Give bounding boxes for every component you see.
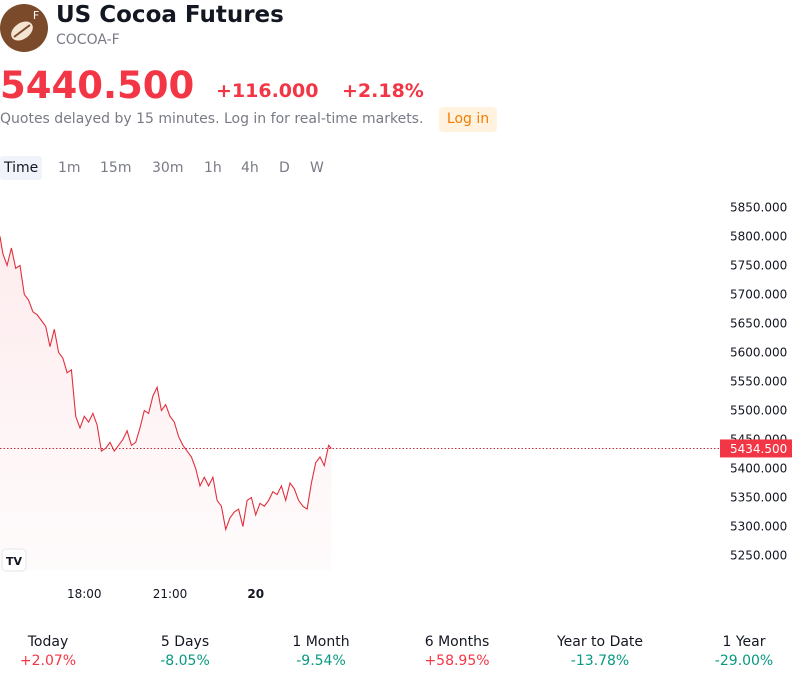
tab-15m[interactable]: 15m	[100, 160, 132, 176]
cocoa-bean-logo-icon: F	[0, 4, 48, 52]
y-tick-label: 5750.000	[730, 258, 787, 272]
perf-label: 6 Months	[424, 634, 490, 650]
y-tick-label: 5800.000	[730, 229, 787, 243]
perf-label: Year to Date	[556, 634, 644, 650]
y-tick-label: 5550.000	[730, 374, 787, 388]
perf-5-days[interactable]: 5 Days -8.05%	[125, 634, 245, 669]
perf-value: +58.95%	[424, 653, 490, 669]
perf-label: Today	[27, 634, 69, 650]
perf-label: 5 Days	[160, 634, 210, 650]
y-axis: 5250.0005300.0005350.0005400.0005450.000…	[730, 200, 787, 562]
tab-1h[interactable]: 1h	[204, 160, 222, 176]
perf-value: -8.05%	[160, 653, 210, 669]
price-change: +116.000	[216, 80, 319, 102]
tv-logo-text: TV	[6, 555, 23, 568]
perf-value: +2.07%	[19, 653, 77, 669]
last-price: 5440.500	[0, 64, 195, 107]
x-tick-label: 21:00	[153, 587, 188, 601]
perf-year-to-date[interactable]: Year to Date -13.78%	[540, 634, 660, 669]
perf-6-months[interactable]: 6 Months +58.95%	[397, 634, 517, 669]
perf-today[interactable]: Today +2.07%	[0, 634, 108, 669]
y-tick-label: 5350.000	[730, 490, 787, 504]
instrument-symbol: COCOA-F	[56, 32, 120, 48]
tab-d[interactable]: D	[279, 160, 290, 176]
performance-bar: Today +2.07% 5 Days -8.05% 1 Month -9.54…	[0, 634, 800, 674]
perf-label: 1 Month	[292, 634, 350, 650]
price-area	[0, 236, 332, 570]
price-line	[0, 236, 332, 532]
perf-value: -9.54%	[296, 653, 346, 669]
tv-logo: TV	[1, 548, 27, 572]
y-tick-label: 5250.000	[730, 548, 787, 562]
last-price-badge	[720, 439, 792, 458]
perf-1-year[interactable]: 1 Year -29.00%	[684, 634, 800, 669]
x-tick-label: 20	[247, 587, 264, 601]
tab-30m[interactable]: 30m	[152, 160, 184, 176]
price-change-percent: +2.18%	[342, 80, 424, 102]
logo-letter: F	[33, 9, 39, 22]
login-button[interactable]: Log in	[439, 107, 497, 132]
delay-note: Quotes delayed by 15 minutes. Log in for…	[0, 111, 424, 127]
tab-4h[interactable]: 4h	[241, 160, 259, 176]
y-tick-label: 5500.000	[730, 403, 787, 417]
y-tick-label: 5300.000	[730, 519, 787, 533]
x-tick-label: 18:00	[67, 587, 102, 601]
tab-time[interactable]: Time	[0, 156, 43, 180]
perf-value: -29.00%	[714, 653, 774, 669]
y-tick-label: 5650.000	[730, 316, 787, 330]
perf-label: 1 Year	[722, 634, 766, 650]
y-tick-label: 5600.000	[730, 345, 787, 359]
tab-1m[interactable]: 1m	[58, 160, 81, 176]
instrument-title: US Cocoa Futures	[56, 2, 284, 28]
y-tick-label: 5850.000	[730, 200, 787, 214]
perf-value: -13.78%	[570, 653, 630, 669]
y-tick-label: 5400.000	[730, 461, 787, 475]
tab-w[interactable]: W	[310, 160, 324, 176]
header: F US Cocoa Futures COCOA-F	[0, 2, 800, 52]
price-chart[interactable]: 5250.0005300.0005350.0005400.0005450.000…	[0, 190, 800, 610]
perf-1-month[interactable]: 1 Month -9.54%	[261, 634, 381, 669]
last-price-label: 5434.500	[730, 442, 787, 456]
y-tick-label: 5700.000	[730, 287, 787, 301]
